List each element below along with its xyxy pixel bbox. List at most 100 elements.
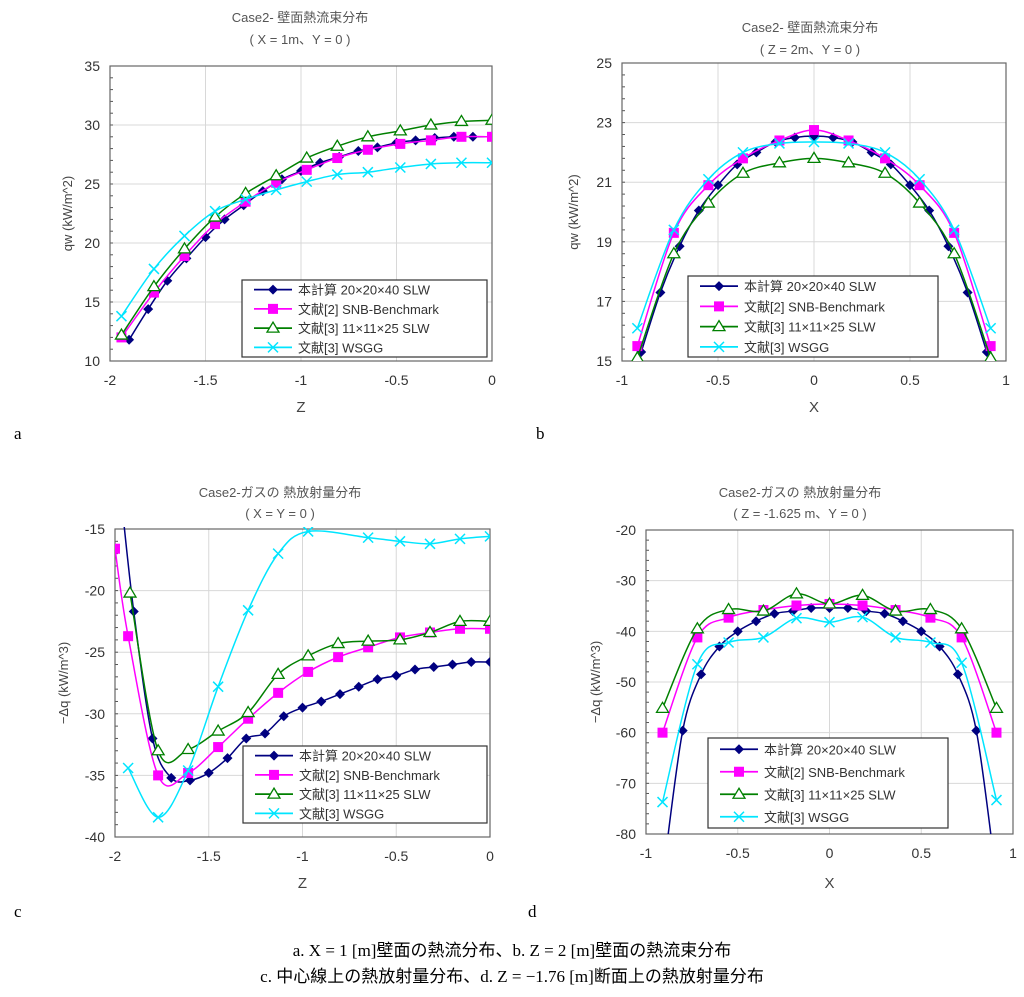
data-point (485, 657, 490, 668)
data-point (925, 612, 936, 623)
data-point (856, 611, 869, 623)
x-tick-label: -2 (104, 372, 117, 388)
chart-subtitle: ( X = 1m、Y = 0 ) (250, 32, 351, 47)
legend-item: 文献[3] 11×11×25 SLW (720, 786, 896, 802)
x-tick-label: -1 (296, 848, 309, 864)
legend-item: 本計算 20×20×40 SLW (700, 279, 877, 294)
legend-label: 文献[3] WSGG (764, 810, 849, 825)
series-2 (632, 125, 996, 352)
data-point (756, 603, 771, 616)
data-point (702, 173, 714, 185)
data-point (806, 151, 822, 164)
legend-marker-icon (266, 786, 282, 799)
data-point (456, 131, 467, 142)
legend-marker-icon (714, 281, 724, 292)
legend-item: 文献[3] WSGG (254, 340, 383, 355)
data-point (300, 648, 316, 661)
data-point (238, 186, 253, 199)
data-point (297, 702, 308, 713)
chart-title: Case2-ガスの 熱放射量分布 (719, 485, 882, 500)
data-point (912, 195, 927, 208)
y-tick-label: -80 (616, 826, 636, 842)
legend-label: 文献[3] WSGG (299, 806, 384, 821)
data-point (954, 621, 969, 634)
data-point (454, 533, 466, 545)
data-point (735, 165, 751, 178)
series-3 (122, 585, 490, 764)
data-point (425, 135, 436, 146)
data-point (923, 602, 938, 615)
legend-marker-icon (265, 320, 281, 333)
y-tick-label: 10 (84, 353, 100, 369)
data-point (455, 623, 465, 634)
y-tick-label: -70 (616, 775, 636, 791)
y-tick-label: -35 (85, 767, 105, 783)
legend: 本計算 20×20×40 SLW 文献[2] SNB-Benchmark 文献[3]… (707, 737, 949, 829)
legend-item: 文献[2] SNB-Benchmark (255, 768, 440, 783)
chart-subtitle: ( Z = -1.625 m、Y = 0 ) (733, 506, 866, 521)
data-point (203, 767, 214, 778)
data-point (363, 642, 374, 653)
data-point (122, 585, 138, 598)
legend-label: 文献[3] WSGG (744, 340, 829, 355)
legend-box (687, 275, 939, 358)
data-point (301, 176, 313, 188)
data-point (696, 669, 707, 680)
data-point (270, 184, 282, 196)
data-point (180, 742, 196, 755)
data-point (260, 728, 270, 739)
data-point (124, 334, 135, 345)
data-point (631, 322, 643, 334)
data-point (219, 214, 230, 225)
data-point (484, 113, 492, 125)
data-point (905, 180, 915, 191)
legend-marker-icon (268, 807, 280, 819)
chart-c: -40 -35 -30 -25 -20 -15 -2 -1.5 -1 -0.5 0 Case2-ガスの… (56, 485, 494, 892)
legend-label: 文献[3] WSGG (298, 340, 383, 355)
y-tick-label: -30 (616, 573, 636, 589)
data-point (182, 764, 194, 777)
x-tick-label: -0.5 (384, 372, 408, 388)
data-point (207, 209, 223, 222)
x-tick-label: 0 (486, 848, 494, 864)
data-point (757, 631, 769, 643)
data-point (362, 144, 373, 155)
data-point (179, 250, 190, 261)
data-point (721, 602, 736, 615)
data-point (240, 193, 252, 205)
y-axis-label: qw (kW/m^2) (60, 176, 75, 251)
data-point (806, 603, 817, 614)
data-point (952, 669, 963, 680)
y-axis-label: qw (kW/m^2) (566, 174, 581, 249)
y-axis-label: −Δq (kW/m^3) (588, 641, 603, 723)
x-tick-label: -0.5 (706, 372, 730, 388)
data-point (843, 137, 855, 149)
legend-label: 本計算 20×20×40 SLW (298, 283, 431, 298)
data-point (303, 666, 314, 677)
data-point (362, 166, 374, 178)
data-point (769, 608, 780, 619)
x-tick-label: -0.5 (726, 845, 750, 861)
data-point (985, 322, 997, 334)
figure-caption-line-2: c. 中心線上の熱放射量分布、d. Z = −1.76 [m]断面上の熱放射量分… (260, 967, 764, 986)
data-point (855, 588, 870, 601)
data-point (487, 131, 492, 142)
y-tick-label: 30 (84, 117, 100, 133)
data-point (333, 652, 344, 663)
data-point (212, 681, 224, 693)
data-point (656, 796, 669, 808)
data-point (128, 606, 139, 617)
series-4 (656, 611, 1003, 808)
legend-label: 本計算 20×20×40 SLW (764, 742, 897, 757)
data-point (115, 310, 127, 322)
data-point (842, 603, 853, 614)
legend-label: 本計算 20×20×40 SLW (299, 749, 432, 764)
data-point (984, 350, 997, 361)
legend-marker-icon (713, 341, 725, 353)
legend-marker-icon (269, 750, 279, 761)
plot-frame (645, 529, 1014, 835)
x-tick-label: -0.5 (384, 848, 408, 864)
legend-item: 文献[2] SNB-Benchmark (700, 299, 885, 314)
data-point (393, 123, 408, 136)
x-tick-label: 0 (826, 845, 834, 861)
